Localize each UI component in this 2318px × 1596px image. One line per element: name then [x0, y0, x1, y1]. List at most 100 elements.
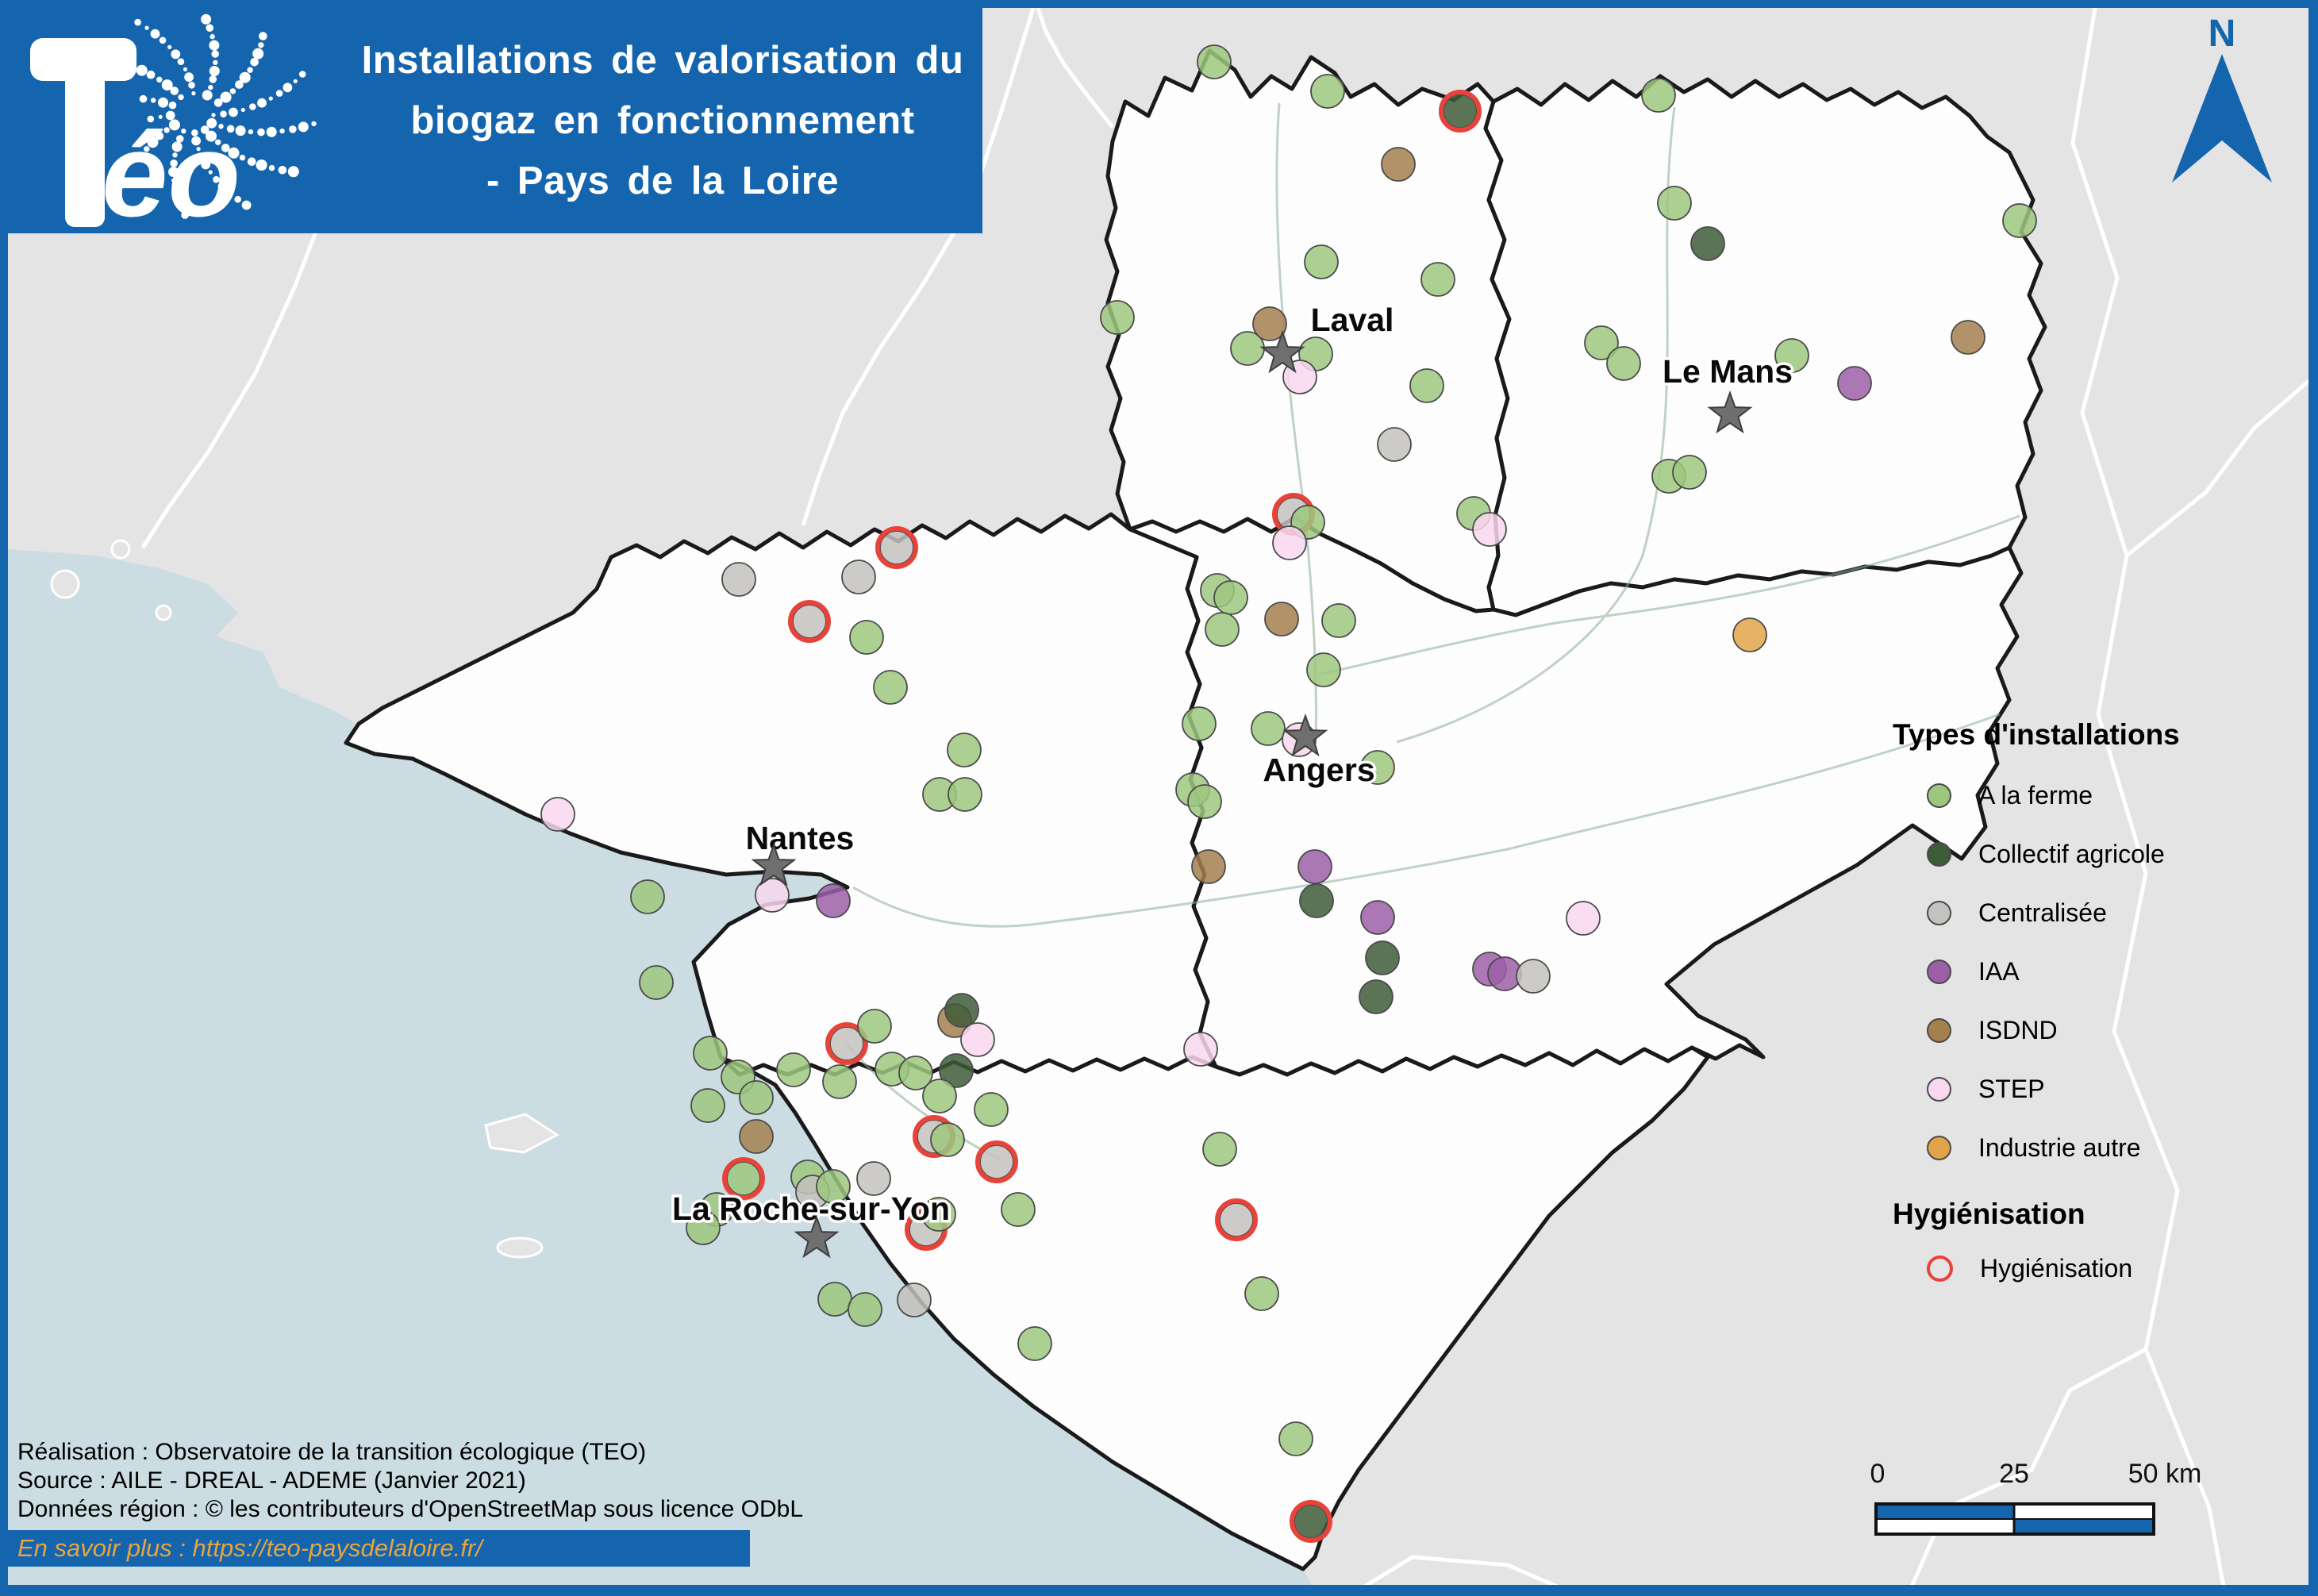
- installation-dot-centralisee-hygienisation: [975, 1140, 1018, 1183]
- installation-dot-ferme: [1774, 338, 1809, 373]
- installation-dot-ferme: [1202, 1132, 1237, 1167]
- legend-item-hygienisation: Hygiénisation: [1893, 1239, 2226, 1298]
- installation-dot-ferme: [639, 965, 674, 1000]
- legend-item-label: Centralisée: [1978, 898, 2107, 927]
- city-star-icon: [1707, 390, 1753, 434]
- installation-dot-ferme: [930, 1122, 965, 1157]
- scale-label-25: 25: [1999, 1459, 2029, 1489]
- more-info-link-bar[interactable]: En savoir plus : https://teo-paysdelaloi…: [8, 1530, 750, 1567]
- installation-dot-ferme: [2002, 203, 2037, 238]
- city-label-laval: Laval: [1311, 302, 1394, 338]
- installation-dot-centralisee: [841, 560, 876, 594]
- installation-dot-ferme: [686, 1210, 721, 1245]
- legend-item-label: Collectif agricole: [1978, 839, 2165, 868]
- logo-dots-pattern: [134, 13, 317, 219]
- installation-dot-ferme: [1672, 455, 1707, 490]
- legend-item-isdnd: ISDND: [1893, 1001, 2226, 1060]
- attribution-source: Source : AILE - DREAL - ADEME (Janvier 2…: [17, 1467, 526, 1494]
- legend-item-label: STEP: [1978, 1074, 2045, 1103]
- hygienisation-ring-icon: [1927, 1255, 1953, 1282]
- legend-title: Types d'installations: [1893, 718, 2180, 751]
- installation-dot-isdnd: [1191, 849, 1226, 884]
- legend-item-label: IAA: [1978, 956, 2020, 986]
- installation-dot-collectif: [939, 1053, 974, 1088]
- installation-dot-iaa: [1837, 366, 1872, 401]
- city-star-icon: [1282, 713, 1328, 757]
- title-line-1: Installations de valorisation du: [361, 39, 964, 82]
- installation-dot-step: [1183, 1032, 1218, 1067]
- installation-dot-ferme: [1205, 612, 1240, 647]
- installation-dot-ferme: [817, 1282, 852, 1317]
- north-label: N: [2208, 13, 2236, 55]
- legend-item-label: Industrie autre: [1978, 1133, 2141, 1162]
- legend-item-centralisee: Centralisée: [1893, 883, 2226, 942]
- city-markers-layer: Laval Le Mans Angers Nantes La Roche-sur-Yon: [669, 299, 1796, 1259]
- footer-attribution: Réalisation : Observatoire de la transit…: [17, 1438, 803, 1524]
- installation-dot-isdnd: [1381, 147, 1416, 182]
- installation-dot-ferme: [1420, 262, 1455, 297]
- installation-dot-ferme: [857, 1009, 892, 1044]
- city-label-la-roche-sur-yon: La Roche-sur-Yon: [672, 1190, 950, 1227]
- installation-dot-ferme: [1584, 325, 1619, 360]
- legend-item-industrie: Industrie autre: [1893, 1118, 2226, 1177]
- installation-dot-ferme: [1606, 346, 1641, 381]
- installation-dot-ferme: [849, 620, 884, 655]
- installation-dot-ferme: [1100, 300, 1135, 335]
- dept-vendee: [718, 1045, 1710, 1571]
- installation-dot-ferme: [693, 1036, 728, 1071]
- installation-dot-ferme: [1304, 244, 1339, 279]
- attribution-realisation: Réalisation : Observatoire de la transit…: [17, 1439, 647, 1465]
- installation-dot-ferme: [816, 1169, 851, 1204]
- installation-dot-isdnd: [1264, 602, 1299, 636]
- installation-dot-centralisee: [856, 1161, 891, 1196]
- installation-dot-ferme: [848, 1292, 882, 1327]
- installation-dot-ferme: [898, 1056, 933, 1090]
- installation-dot-ferme: [921, 1197, 956, 1232]
- scale-seg-2: [2014, 1519, 2154, 1534]
- installation-dot-iaa: [816, 883, 851, 918]
- city-star-icon: [751, 843, 797, 886]
- scale-label-0: 0: [1870, 1459, 1886, 1489]
- teo-logo: éo: [30, 13, 317, 233]
- installation-dot-ferme: [1187, 784, 1222, 819]
- iaa-dot-icon: [1927, 959, 1951, 984]
- installation-dot-centralisee-hygienisation: [825, 1022, 868, 1065]
- more-info-link[interactable]: En savoir plus : https://teo-paysdelaloi…: [17, 1534, 482, 1562]
- installation-dot-ferme: [1244, 1276, 1279, 1311]
- installation-dot-ferme: [1306, 652, 1341, 687]
- frame-left: [0, 0, 8, 1596]
- legend-item-iaa: IAA: [1893, 942, 2226, 1001]
- logo-eo-text: éo: [102, 108, 240, 233]
- city-label-le-mans: Le Mans: [1663, 353, 1793, 390]
- installation-dot-industrie: [1732, 617, 1767, 652]
- installation-dot-ferme: [922, 1079, 957, 1113]
- legend-item-step: STEP: [1893, 1060, 2226, 1118]
- installation-dot-step: [960, 1022, 995, 1057]
- installation-dot-ferme: [974, 1092, 1009, 1127]
- installation-dot-ferme: [1182, 706, 1217, 741]
- industrie-dot-icon: [1927, 1135, 1951, 1160]
- installation-dot-centralisee-hygienisation: [1215, 1198, 1258, 1241]
- city-label-angers: Angers: [1263, 752, 1374, 788]
- installation-dot-isdnd: [739, 1119, 774, 1154]
- frame-right: [2308, 0, 2318, 1596]
- region-departments: [344, 48, 2047, 1571]
- legend-hyg-title: Hygiénisation: [1893, 1198, 2085, 1230]
- installation-dot-ferme: [1360, 750, 1395, 785]
- frame-top: [0, 0, 2318, 8]
- sea: [8, 549, 1315, 1596]
- installation-dot-centralisee: [897, 1283, 932, 1317]
- isdnd-dot-icon: [1927, 1017, 1951, 1043]
- installation-dot-iaa: [1297, 849, 1332, 884]
- installation-dot-ferme: [948, 777, 982, 812]
- installation-dot-step: [1272, 525, 1307, 560]
- header: éo Installations de valorisation du biog…: [8, 8, 982, 233]
- legend-item-label: Hygiénisation: [1980, 1253, 2133, 1283]
- installation-dot-ferme: [1321, 603, 1356, 638]
- installation-dot-iaa: [1360, 900, 1395, 935]
- islands: [50, 539, 559, 1259]
- installation-dot-ferme: [1017, 1326, 1052, 1361]
- installation-dot-collectif-hygienisation: [1439, 90, 1482, 133]
- legend-item-label: ISDND: [1978, 1015, 2058, 1044]
